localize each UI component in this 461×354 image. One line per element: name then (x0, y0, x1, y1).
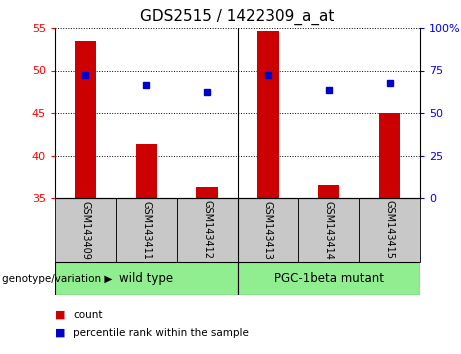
Text: wild type: wild type (119, 272, 173, 285)
Bar (237, 198, 298, 262)
Bar (177, 198, 237, 262)
Text: GSM143411: GSM143411 (141, 201, 151, 259)
Text: GSM143414: GSM143414 (324, 201, 334, 259)
Bar (359, 198, 420, 262)
Text: ■: ■ (55, 328, 65, 338)
Text: PGC-1beta mutant: PGC-1beta mutant (274, 272, 384, 285)
Text: percentile rank within the sample: percentile rank within the sample (73, 328, 249, 338)
Bar (55, 262, 237, 295)
Text: GSM143412: GSM143412 (202, 200, 212, 259)
Bar (379, 113, 400, 198)
Bar (75, 41, 96, 198)
Text: GSM143409: GSM143409 (80, 201, 90, 259)
Bar (196, 187, 218, 198)
Bar (298, 198, 359, 262)
Bar (116, 198, 177, 262)
Text: ■: ■ (55, 310, 65, 320)
Text: GSM143415: GSM143415 (384, 200, 395, 259)
Bar (136, 144, 157, 198)
Bar (55, 198, 116, 262)
Text: count: count (73, 310, 103, 320)
Text: genotype/variation ▶: genotype/variation ▶ (2, 274, 112, 284)
Bar (318, 185, 339, 198)
Title: GDS2515 / 1422309_a_at: GDS2515 / 1422309_a_at (140, 9, 335, 25)
Bar (237, 262, 420, 295)
Bar (257, 30, 278, 198)
Text: GSM143413: GSM143413 (263, 201, 273, 259)
